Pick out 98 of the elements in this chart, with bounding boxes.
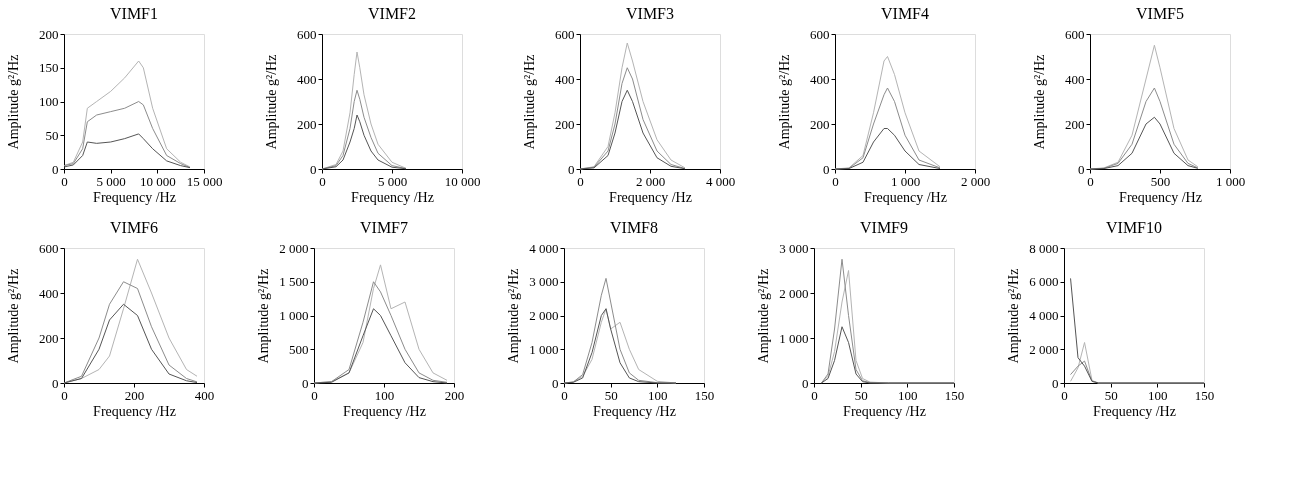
chart-title: VIMF10	[1105, 219, 1163, 236]
y-tick-label: 600	[1065, 26, 1085, 42]
y-tick-label: 200	[39, 330, 59, 346]
x-tick-label: 150	[1194, 387, 1215, 403]
y-tick-label: 0	[823, 161, 830, 177]
x-tick-label: 50	[854, 387, 868, 403]
y-tick-label: 200	[39, 26, 59, 42]
x-tick-label: 2 000	[635, 173, 666, 189]
x-tick-label: 1 000	[1215, 173, 1246, 189]
x-tick-label: 100	[648, 387, 668, 403]
y-tick-label: 2 000	[529, 308, 559, 323]
y-tick-label: 1 000	[529, 341, 559, 357]
y-tick-label: 3 000	[529, 274, 559, 290]
chart-title: VIMF8	[609, 219, 659, 236]
y-tick-label: 600	[555, 26, 575, 42]
y-axis-title: Amplitude g²/Hz	[5, 268, 21, 364]
x-tick-label: 100	[1148, 387, 1168, 403]
y-tick-label: 600	[810, 26, 830, 42]
y-tick-label: 0	[52, 375, 59, 391]
x-tick-label: 400	[194, 387, 215, 403]
x-tick-label: 100	[374, 387, 395, 403]
x-tick-label: 5 000	[377, 173, 408, 189]
x-axis-title: Frequency /Hz	[343, 403, 426, 419]
y-tick-label: 0	[302, 375, 309, 391]
y-tick-label: 200	[555, 116, 575, 132]
y-tick-label: 1 500	[279, 274, 309, 290]
x-tick-label: 1 000	[890, 173, 921, 189]
y-tick-label: 0	[552, 375, 559, 391]
chart-title: VIMF4	[880, 5, 930, 22]
y-tick-label: 1 000	[279, 308, 309, 323]
y-tick-label: 200	[297, 116, 317, 132]
x-tick-label: 50	[604, 387, 618, 403]
y-tick-label: 0	[1052, 375, 1059, 391]
chart-title: VIMF3	[625, 5, 675, 22]
y-tick-label: 400	[39, 285, 59, 301]
x-tick-label: 150	[694, 387, 715, 403]
x-axis-title: Frequency /Hz	[1093, 403, 1176, 419]
x-axis-title: Frequency /Hz	[843, 403, 926, 419]
chart-title: VIMF1	[109, 5, 159, 22]
y-tick-label: 400	[555, 71, 575, 87]
x-tick-label: 15 000	[186, 173, 223, 189]
y-axis-title: Amplitude g²/Hz	[776, 54, 792, 150]
x-tick-label: 200	[444, 387, 465, 403]
y-tick-label: 4 000	[529, 240, 559, 256]
y-axis-title: Amplitude g²/Hz	[1005, 268, 1021, 364]
y-axis-title: Amplitude g²/Hz	[5, 54, 21, 150]
y-tick-label: 2 000	[1029, 341, 1059, 357]
x-tick-label: 10 000	[444, 173, 481, 189]
y-axis-title: Amplitude g²/Hz	[755, 268, 771, 364]
y-axis-title: Amplitude g²/Hz	[505, 268, 521, 364]
y-tick-label: 8 000	[1029, 240, 1059, 256]
x-tick-label: 100	[898, 387, 918, 403]
y-tick-label: 50	[45, 127, 59, 143]
y-tick-label: 200	[810, 116, 830, 132]
y-tick-label: 0	[52, 161, 59, 177]
y-axis-title: Amplitude g²/Hz	[521, 54, 537, 150]
y-tick-label: 0	[568, 161, 575, 177]
y-axis-title: Amplitude g²/Hz	[263, 54, 279, 150]
y-tick-label: 400	[297, 71, 317, 87]
y-tick-label: 0	[310, 161, 317, 177]
x-tick-label: 150	[944, 387, 965, 403]
x-axis-title: Frequency /Hz	[864, 189, 947, 205]
chart-title: VIMF6	[109, 219, 159, 236]
x-axis-title: Frequency /Hz	[351, 189, 434, 205]
y-axis-title: Amplitude g²/Hz	[255, 268, 271, 364]
y-tick-label: 100	[39, 94, 59, 109]
chart-title: VIMF7	[359, 219, 409, 236]
chart-title: VIMF5	[1135, 5, 1185, 22]
x-tick-label: 10 000	[139, 173, 176, 189]
y-tick-label: 4 000	[1029, 308, 1059, 323]
y-tick-label: 150	[39, 60, 59, 76]
x-tick-label: 50	[1104, 387, 1118, 403]
y-tick-label: 400	[1065, 71, 1085, 87]
y-tick-label: 1 000	[779, 330, 809, 346]
x-axis-title: Frequency /Hz	[93, 403, 176, 419]
y-tick-label: 0	[1078, 161, 1085, 177]
chart-title: VIMF9	[859, 219, 909, 236]
y-tick-label: 600	[297, 26, 317, 42]
x-axis-title: Frequency /Hz	[609, 189, 692, 205]
y-tick-label: 6 000	[1029, 274, 1059, 290]
y-tick-label: 600	[39, 240, 59, 256]
x-tick-label: 5 000	[96, 173, 126, 189]
x-axis-title: Frequency /Hz	[593, 403, 676, 419]
y-tick-label: 0	[802, 375, 809, 391]
y-tick-label: 200	[1065, 116, 1085, 132]
y-tick-label: 500	[289, 341, 309, 357]
y-tick-label: 2 000	[279, 240, 309, 256]
x-tick-label: 500	[1150, 173, 1171, 189]
y-axis-title: Amplitude g²/Hz	[1031, 54, 1047, 150]
y-tick-label: 2 000	[779, 285, 809, 301]
y-tick-label: 400	[810, 71, 830, 87]
x-tick-label: 200	[124, 387, 145, 403]
chart-title: VIMF2	[367, 5, 417, 22]
x-tick-label: 2 000	[960, 173, 991, 189]
x-tick-label: 4 000	[705, 173, 736, 189]
x-axis-title: Frequency /Hz	[93, 189, 176, 205]
x-axis-title: Frequency /Hz	[1119, 189, 1202, 205]
y-tick-label: 3 000	[779, 240, 809, 256]
